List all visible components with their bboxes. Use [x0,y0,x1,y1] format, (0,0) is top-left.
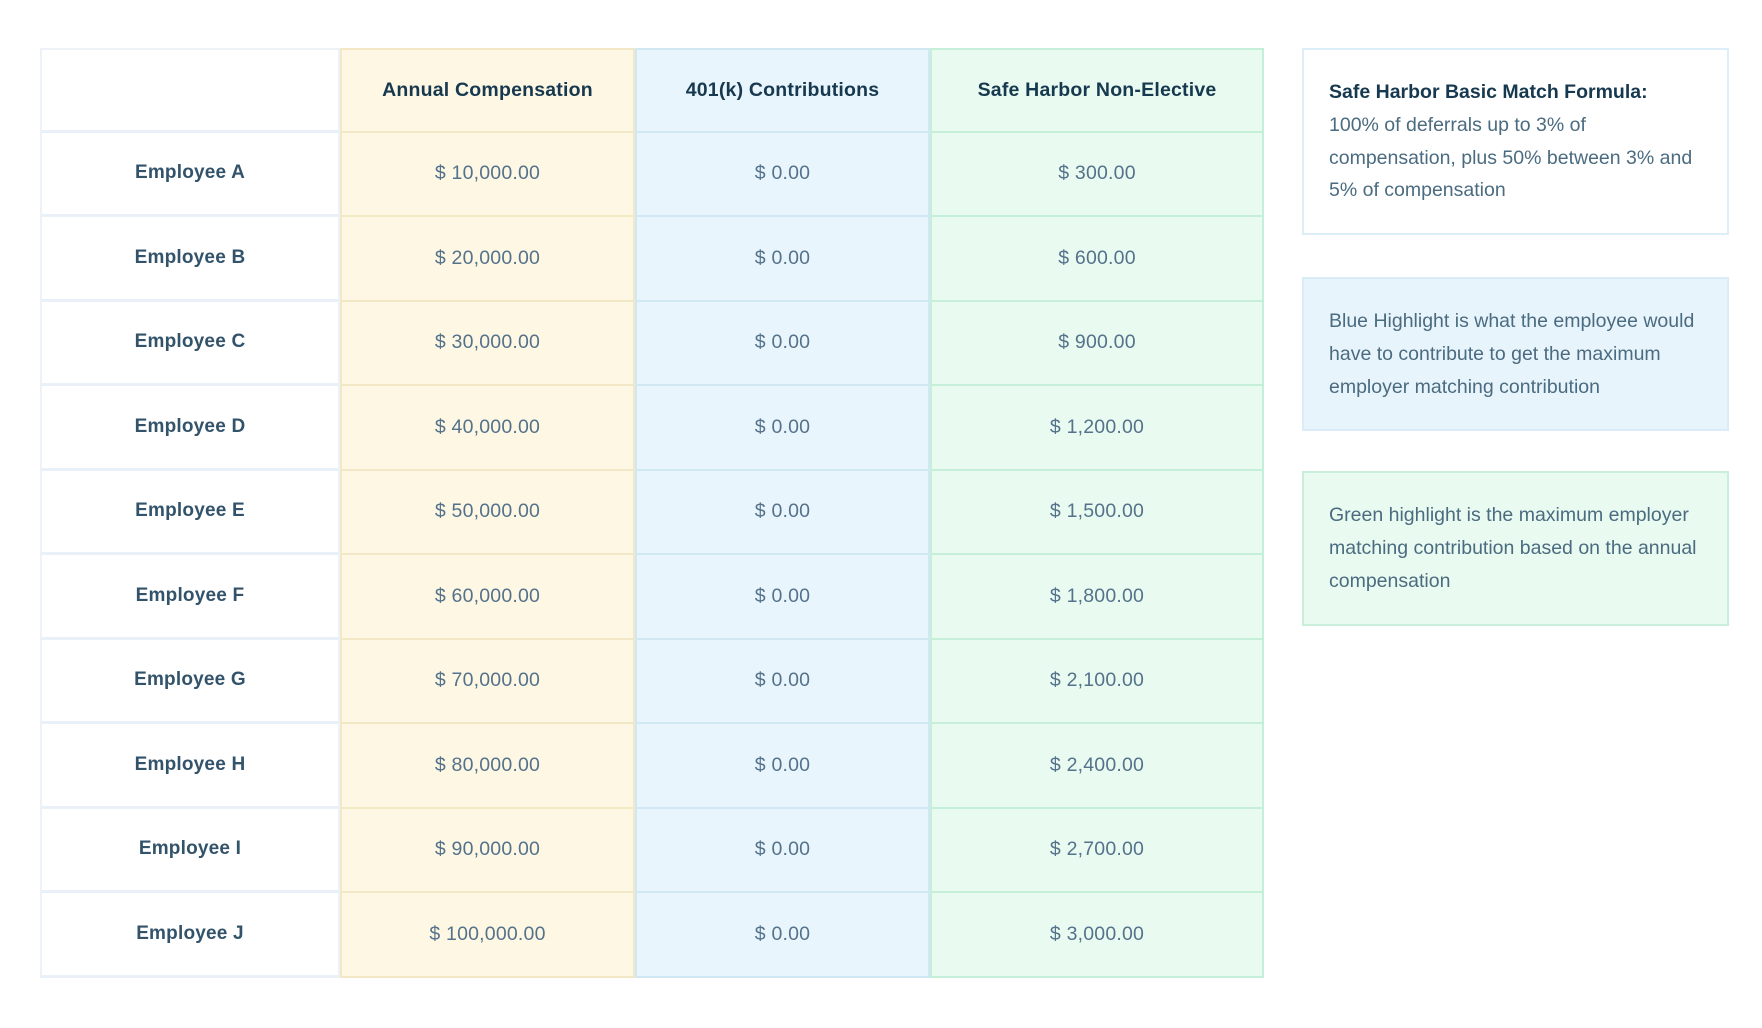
annual-compensation-cell: $ 30,000.00 [340,301,635,386]
annual-compensation-cell: $ 50,000.00 [340,470,635,555]
401k-contributions-cell: $ 0.00 [635,386,930,471]
annual-compensation-cell: $ 100,000.00 [340,893,635,978]
formula-note-title: Safe Harbor Basic Match Formula: [1329,81,1648,103]
formula-note-panel: Safe Harbor Basic Match Formula: 100% of… [1302,48,1729,235]
401k-contributions-cell: $ 0.00 [635,893,930,978]
annual-compensation-cell: $ 80,000.00 [340,724,635,809]
401k-contributions-cell: $ 0.00 [635,132,930,217]
safe-harbor-cell: $ 900.00 [930,301,1264,386]
annual-compensation-cell: $ 10,000.00 [340,132,635,217]
employee-label: Employee G [40,639,340,724]
safe-harbor-header: Safe Harbor Non-Elective [930,48,1264,133]
safe-harbor-cell: $ 2,400.00 [930,724,1264,809]
compensation-table: Annual Compensation 401(k) Contributions… [40,48,1264,978]
page: Annual Compensation 401(k) Contributions… [40,48,1729,978]
safe-harbor-cell: $ 1,500.00 [930,470,1264,555]
safe-harbor-cell: $ 1,200.00 [930,386,1264,471]
green-highlight-note-body: Green highlight is the maximum employer … [1329,504,1697,592]
401k-contributions-cell: $ 0.00 [635,724,930,809]
401k-contributions-cell: $ 0.00 [635,555,930,640]
employee-label: Employee F [40,555,340,640]
safe-harbor-cell: $ 600.00 [930,217,1264,302]
employee-label: Employee H [40,724,340,809]
annual-compensation-cell: $ 90,000.00 [340,808,635,893]
annual-compensation-cell: $ 40,000.00 [340,386,635,471]
employee-label: Employee E [40,470,340,555]
safe-harbor-cell: $ 2,700.00 [930,808,1264,893]
blue-highlight-note-panel: Blue Highlight is what the employee woul… [1302,277,1729,432]
employee-label: Employee D [40,386,340,471]
401k-contributions-cell: $ 0.00 [635,639,930,724]
401k-contributions-cell: $ 0.00 [635,808,930,893]
safe-harbor-cell: $ 300.00 [930,132,1264,217]
corner-header-cell [40,48,340,133]
401k-contributions-cell: $ 0.00 [635,470,930,555]
formula-note-body: 100% of deferrals up to 3% of compensati… [1329,113,1693,202]
employee-label: Employee B [40,217,340,302]
safe-harbor-cell: $ 1,800.00 [930,555,1264,640]
401k-contributions-cell: $ 0.00 [635,217,930,302]
employee-label: Employee C [40,301,340,386]
employee-label: Employee A [40,132,340,217]
annual-compensation-cell: $ 20,000.00 [340,217,635,302]
notes-sidebar: Safe Harbor Basic Match Formula: 100% of… [1302,48,1729,626]
green-highlight-note-panel: Green highlight is the maximum employer … [1302,471,1729,626]
annual-compensation-cell: $ 70,000.00 [340,639,635,724]
safe-harbor-cell: $ 3,000.00 [930,893,1264,978]
401k-contributions-header: 401(k) Contributions [635,48,930,133]
annual-compensation-cell: $ 60,000.00 [340,555,635,640]
401k-contributions-cell: $ 0.00 [635,301,930,386]
annual-compensation-header: Annual Compensation [340,48,635,133]
blue-highlight-note-body: Blue Highlight is what the employee woul… [1329,310,1695,398]
employee-label: Employee J [40,893,340,978]
safe-harbor-cell: $ 2,100.00 [930,639,1264,724]
employee-label: Employee I [40,808,340,893]
